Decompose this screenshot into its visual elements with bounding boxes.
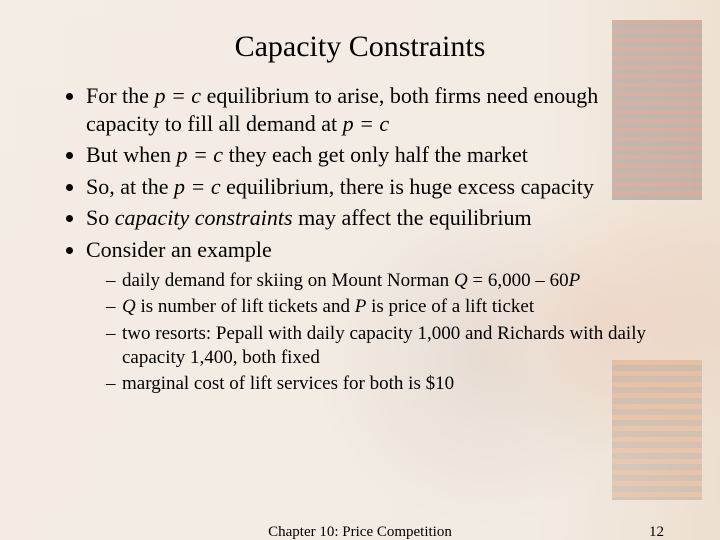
slide-title: Capacity Constraints xyxy=(56,30,664,64)
slide-content: Capacity Constraints For the p = c equil… xyxy=(0,0,720,540)
text-italic: p = c xyxy=(176,142,223,167)
footer-chapter: Chapter 10: Price Competition xyxy=(0,524,720,540)
text: = 6,000 – 60 xyxy=(468,270,569,291)
text: So xyxy=(86,205,115,230)
text-italic: capacity constraints xyxy=(115,205,293,230)
text: Consider an example xyxy=(86,237,272,262)
text: they each get only half the market xyxy=(223,142,528,167)
text-italic: P xyxy=(355,296,367,317)
bullet-5: Consider an example daily demand for ski… xyxy=(86,236,664,397)
bullet-4: So capacity constraints may affect the e… xyxy=(86,204,664,232)
bullet-1: For the p = c equilibrium to arise, both… xyxy=(86,82,664,137)
sub-bullet-2: Q is number of lift tickets and P is pri… xyxy=(106,295,664,319)
text-italic: p = c xyxy=(154,83,201,108)
bullet-2: But when p = c they each get only half t… xyxy=(86,141,664,169)
sub-bullet-4: marginal cost of lift services for both … xyxy=(106,372,664,396)
bullet-list: For the p = c equilibrium to arise, both… xyxy=(60,82,664,397)
text: is number of lift tickets and xyxy=(136,296,355,317)
text: two resorts: Pepall with daily capacity … xyxy=(122,323,646,368)
text: equilibrium, there is huge excess capaci… xyxy=(221,174,594,199)
text-italic: p = c xyxy=(174,174,221,199)
text: may affect the equilibrium xyxy=(293,205,532,230)
text: So, at the xyxy=(86,174,174,199)
sub-bullet-list: daily demand for skiing on Mount Norman … xyxy=(86,269,664,397)
sub-bullet-1: daily demand for skiing on Mount Norman … xyxy=(106,269,664,293)
text: marginal cost of lift services for both … xyxy=(122,373,454,394)
text: For the xyxy=(86,83,154,108)
text-italic: Q xyxy=(454,270,468,291)
sub-bullet-3: two resorts: Pepall with daily capacity … xyxy=(106,322,664,371)
slide: Capacity Constraints For the p = c equil… xyxy=(0,0,720,540)
text-italic: Q xyxy=(122,296,136,317)
text-italic: p = c xyxy=(343,111,390,136)
text: But when xyxy=(86,142,176,167)
text: is price of a lift ticket xyxy=(366,296,534,317)
footer-page-number: 12 xyxy=(649,524,664,540)
text: daily demand for skiing on Mount Norman xyxy=(122,270,454,291)
bullet-3: So, at the p = c equilibrium, there is h… xyxy=(86,173,664,201)
text-italic: P xyxy=(569,270,581,291)
